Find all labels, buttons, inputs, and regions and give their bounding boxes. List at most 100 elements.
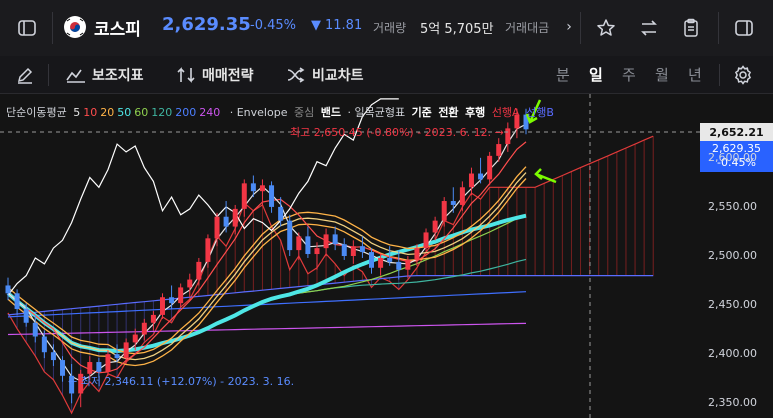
settings-gear-icon[interactable] <box>730 62 756 88</box>
candle <box>141 318 147 341</box>
candle <box>441 197 447 227</box>
green-arrow-icon <box>534 168 557 184</box>
candle <box>378 254 384 276</box>
candle <box>87 356 93 380</box>
legend-ichimoku: · 일목균형표 <box>347 106 406 119</box>
candle <box>123 338 129 364</box>
candle <box>5 277 11 301</box>
high-annotation-text: 최고 2,650.45 (-0.80%) - 2023. 6. 12. <box>290 126 492 139</box>
indicators-icon <box>66 69 85 83</box>
candle <box>287 214 293 256</box>
top-bar: 코스피 2,629.35 -0.45% ▼ 11.81 거래량 5억 5,705… <box>0 0 773 57</box>
compare-button[interactable]: 비교차트 <box>286 56 364 93</box>
chart-area[interactable]: 단순이동평균 5 10 20 50 60 120 200 240 · Envelope 중심 … <box>0 94 773 418</box>
legend-span-a: 선행A <box>491 106 520 119</box>
ma-20-line <box>7 172 527 361</box>
candle <box>114 344 120 363</box>
low-annotation: ← 최저 2,346.11 (+12.07%) - 2023. 3. 16. <box>68 373 294 389</box>
candle <box>332 226 338 251</box>
period-minute[interactable]: 분 <box>556 66 570 84</box>
candle <box>387 246 393 266</box>
star-icon[interactable] <box>592 14 620 42</box>
ma-10-line <box>7 141 527 374</box>
candle <box>178 283 184 308</box>
legend-ma-60: 60 <box>134 106 149 119</box>
korea-flag-icon <box>64 16 86 38</box>
candle <box>41 330 47 359</box>
period-week[interactable]: 주 <box>622 66 636 84</box>
current-price-label: 2,629.35 -0.45% <box>700 141 773 172</box>
candle <box>296 232 302 260</box>
candle <box>468 167 474 196</box>
legend-lagging: 후행 <box>465 106 486 119</box>
candle <box>314 242 320 270</box>
draw-pencil-icon[interactable] <box>12 62 38 88</box>
period-year[interactable]: 년 <box>688 66 702 84</box>
green-arrow-icon <box>525 99 542 124</box>
price-axis[interactable]: 2,652.21 2,629.35 -0.45% 2,600.00 2,550.0… <box>700 94 773 418</box>
chevron-right-icon[interactable]: › <box>566 19 572 35</box>
candle <box>60 356 66 382</box>
candle <box>459 181 465 211</box>
indicators-button[interactable]: 보조지표 <box>66 56 144 93</box>
candle <box>150 310 156 331</box>
price-tick-label: 2,400.00 <box>708 347 757 361</box>
volume-value: 5억 5,705만 <box>420 22 494 37</box>
legend-conversion: 전환 <box>438 106 459 119</box>
candle <box>278 197 284 227</box>
compare-icon <box>287 66 305 83</box>
legend-ma-20: 20 <box>100 106 115 119</box>
indicator-legend: 단순이동평균 5 10 20 50 60 120 200 240 · Envelope 중심 … <box>6 104 557 120</box>
candle <box>241 179 247 217</box>
period-day[interactable]: 일 <box>589 66 603 84</box>
candle <box>405 256 411 278</box>
swap-icon[interactable] <box>635 14 663 42</box>
candle <box>223 201 229 233</box>
candle <box>414 244 420 266</box>
candle <box>496 138 502 162</box>
candle <box>105 350 111 376</box>
candle <box>369 248 375 274</box>
crosshair-price-label: 2,652.21 <box>700 123 773 141</box>
legend-center: 중심 <box>293 106 315 119</box>
price-tick-label: 2,450.00 <box>708 298 757 312</box>
candle <box>69 364 75 404</box>
current-change-axis-value: -0.45% <box>717 156 756 169</box>
legend-ma-120: 120 <box>151 106 173 119</box>
candle <box>323 228 329 256</box>
strategy-label: 매매전략 <box>202 67 254 84</box>
candle <box>523 108 529 135</box>
amount-label: 거래대금 <box>505 21 550 35</box>
candle <box>423 228 429 253</box>
sidebar-toggle-icon[interactable] <box>12 14 42 42</box>
price-tick-label: 2,600.00 <box>708 150 757 164</box>
candle <box>305 226 311 258</box>
candle <box>14 289 20 315</box>
period-month[interactable]: 월 <box>655 66 669 84</box>
ma-240-line <box>7 322 527 336</box>
clipboard-icon[interactable] <box>677 14 705 42</box>
panel-toggle-icon[interactable] <box>730 14 758 42</box>
span-b-line <box>7 275 654 316</box>
index-name: 코스피 <box>94 20 141 40</box>
price-chart[interactable] <box>0 94 773 418</box>
high-annotation: 최고 2,650.45 (-0.80%) - 2023. 6. 12. → <box>290 124 504 140</box>
price-tick-label: 2,550.00 <box>708 199 757 213</box>
candle <box>359 236 365 258</box>
ma-5-line <box>7 123 527 382</box>
strategy-icon <box>177 66 195 83</box>
legend-base: 기준 <box>411 106 432 119</box>
price-tick-label: 2,350.00 <box>708 396 757 410</box>
candle <box>514 108 520 139</box>
candle <box>487 151 493 186</box>
change-absolute: 11.81 <box>325 18 363 33</box>
candle <box>396 250 402 280</box>
candle <box>259 179 265 205</box>
candle <box>196 257 202 286</box>
current-price: 2,629.35 <box>162 14 251 35</box>
low-annotation-text: 최저 2,346.11 (+12.07%) - 2023. 3. 16. <box>80 375 295 388</box>
envelope-upper-line <box>7 166 527 355</box>
strategy-button[interactable]: 매매전략 <box>176 56 254 93</box>
lagging-span-line <box>7 98 399 296</box>
legend-span-b: 선행B <box>526 106 554 119</box>
